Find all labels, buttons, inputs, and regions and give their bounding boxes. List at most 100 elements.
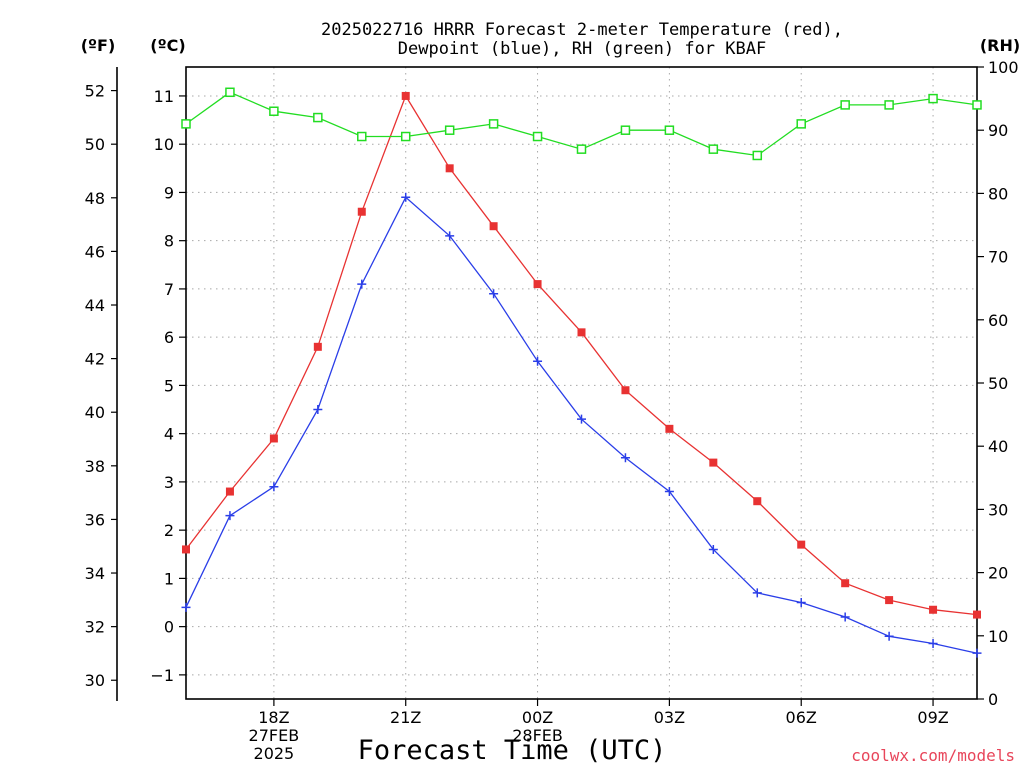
dewpoint-point bbox=[181, 602, 191, 612]
dewpoint-point bbox=[357, 279, 367, 289]
x-axis-label: Forecast Time (UTC) bbox=[358, 735, 667, 766]
rh-tick-label: 70 bbox=[988, 248, 1008, 267]
temperature-line bbox=[185, 94, 978, 616]
rh-point bbox=[532, 131, 543, 142]
celsius-tick-label: 2 bbox=[164, 521, 174, 540]
celsius-tick-label: 10 bbox=[154, 135, 174, 154]
rh-axis-unit: (RH) bbox=[980, 36, 1020, 55]
rh-point bbox=[357, 131, 367, 142]
x-tick-label: 2025 bbox=[254, 744, 295, 763]
x-tick-label: 00Z bbox=[522, 708, 553, 727]
fahrenheit-tick-label: 30 bbox=[85, 671, 105, 690]
rh-tick-label: 60 bbox=[988, 311, 1008, 330]
fahrenheit-tick-label: 36 bbox=[85, 510, 105, 529]
rh-point bbox=[884, 100, 894, 110]
grid bbox=[186, 67, 977, 699]
dewpoint-point bbox=[884, 631, 894, 641]
celsius-tick-label: 9 bbox=[164, 183, 174, 202]
axes: −101234567891011303234363840424446485052… bbox=[85, 58, 1019, 763]
fahrenheit-tick-label: 52 bbox=[85, 82, 105, 101]
celsius-tick-label: 3 bbox=[164, 473, 174, 492]
dewpoint-point bbox=[269, 482, 279, 492]
rh-point bbox=[181, 119, 191, 129]
rh-tick-label: 30 bbox=[988, 500, 1008, 519]
celsius-tick-label: 4 bbox=[164, 425, 174, 444]
temperature-point bbox=[445, 164, 454, 173]
temperature-point bbox=[797, 540, 806, 549]
fahrenheit-tick-label: 42 bbox=[85, 350, 105, 369]
temperature-point bbox=[665, 424, 674, 433]
fahrenheit-axis-unit: (ºF) bbox=[81, 36, 116, 55]
rh-tick-label: 10 bbox=[988, 627, 1008, 646]
celsius-tick-label: 6 bbox=[164, 328, 174, 347]
temperature-point bbox=[577, 328, 586, 337]
rh-point bbox=[576, 144, 587, 154]
temperature-point bbox=[269, 434, 278, 443]
rh-point bbox=[488, 119, 499, 129]
rh-tick-label: 40 bbox=[988, 437, 1008, 456]
fahrenheit-tick-label: 48 bbox=[85, 189, 105, 208]
fahrenheit-tick-label: 50 bbox=[85, 135, 105, 154]
temperature-point bbox=[225, 487, 234, 496]
temperature-point bbox=[533, 280, 542, 289]
x-tick-label: 09Z bbox=[917, 708, 948, 727]
rh-point bbox=[708, 144, 719, 154]
dewpoint-point bbox=[313, 405, 323, 415]
fahrenheit-tick-label: 34 bbox=[85, 564, 105, 583]
celsius-tick-label: −1 bbox=[150, 666, 174, 685]
temperature-point bbox=[885, 596, 894, 605]
rh-point bbox=[664, 125, 675, 135]
rh-point bbox=[225, 87, 235, 98]
dewpoint-point bbox=[225, 511, 235, 521]
series-layer bbox=[181, 87, 982, 658]
dewpoint-point bbox=[752, 588, 762, 598]
dewpoint-point bbox=[972, 648, 982, 658]
rh-point bbox=[269, 106, 279, 116]
dewpoint-point bbox=[489, 289, 499, 299]
dewpoint-point bbox=[445, 231, 455, 241]
temperature-point bbox=[753, 497, 762, 506]
dewpoint-point bbox=[620, 453, 630, 463]
temperature-point bbox=[841, 579, 850, 588]
x-tick-label: 18Z bbox=[258, 708, 289, 727]
fahrenheit-tick-label: 32 bbox=[85, 618, 105, 637]
celsius-tick-label: 1 bbox=[164, 569, 174, 588]
rh-tick-label: 50 bbox=[988, 374, 1008, 393]
temperature-point bbox=[973, 610, 981, 619]
x-tick-label: 28FEB bbox=[512, 726, 563, 745]
fahrenheit-tick-label: 40 bbox=[85, 403, 105, 422]
rh-point bbox=[620, 125, 631, 135]
dewpoint-point bbox=[401, 192, 411, 202]
rh-point bbox=[444, 125, 455, 135]
dewpoint-point bbox=[577, 414, 586, 424]
rh-point bbox=[840, 100, 850, 110]
rh-point bbox=[313, 112, 323, 123]
rh-point bbox=[752, 150, 763, 161]
rh-tick-label: 0 bbox=[988, 690, 998, 709]
plot-frame bbox=[185, 66, 978, 700]
dewpoint-line bbox=[185, 196, 978, 654]
temperature-point bbox=[621, 386, 630, 395]
fahrenheit-tick-label: 44 bbox=[85, 296, 105, 315]
temperature-point bbox=[182, 545, 190, 554]
celsius-tick-label: 0 bbox=[164, 618, 174, 637]
rh-tick-label: 20 bbox=[988, 564, 1008, 583]
fahrenheit-tick-label: 38 bbox=[85, 457, 105, 476]
temperature-point bbox=[489, 222, 498, 231]
temperature-point bbox=[357, 207, 366, 216]
x-tick-label: 21Z bbox=[390, 708, 421, 727]
celsius-tick-label: 11 bbox=[154, 87, 174, 106]
dewpoint-point bbox=[796, 598, 806, 608]
temperature-point bbox=[709, 458, 718, 467]
rh-tick-label: 90 bbox=[988, 121, 1008, 140]
dewpoint-point bbox=[928, 639, 938, 649]
watermark: coolwx.com/models bbox=[851, 746, 1015, 765]
temperature-point bbox=[929, 605, 938, 614]
celsius-tick-label: 7 bbox=[164, 280, 174, 299]
dewpoint-point bbox=[840, 612, 850, 622]
temperature-point bbox=[313, 342, 322, 351]
rh-point bbox=[796, 119, 806, 129]
celsius-tick-label: 5 bbox=[164, 376, 174, 395]
dewpoint-point bbox=[533, 356, 543, 366]
